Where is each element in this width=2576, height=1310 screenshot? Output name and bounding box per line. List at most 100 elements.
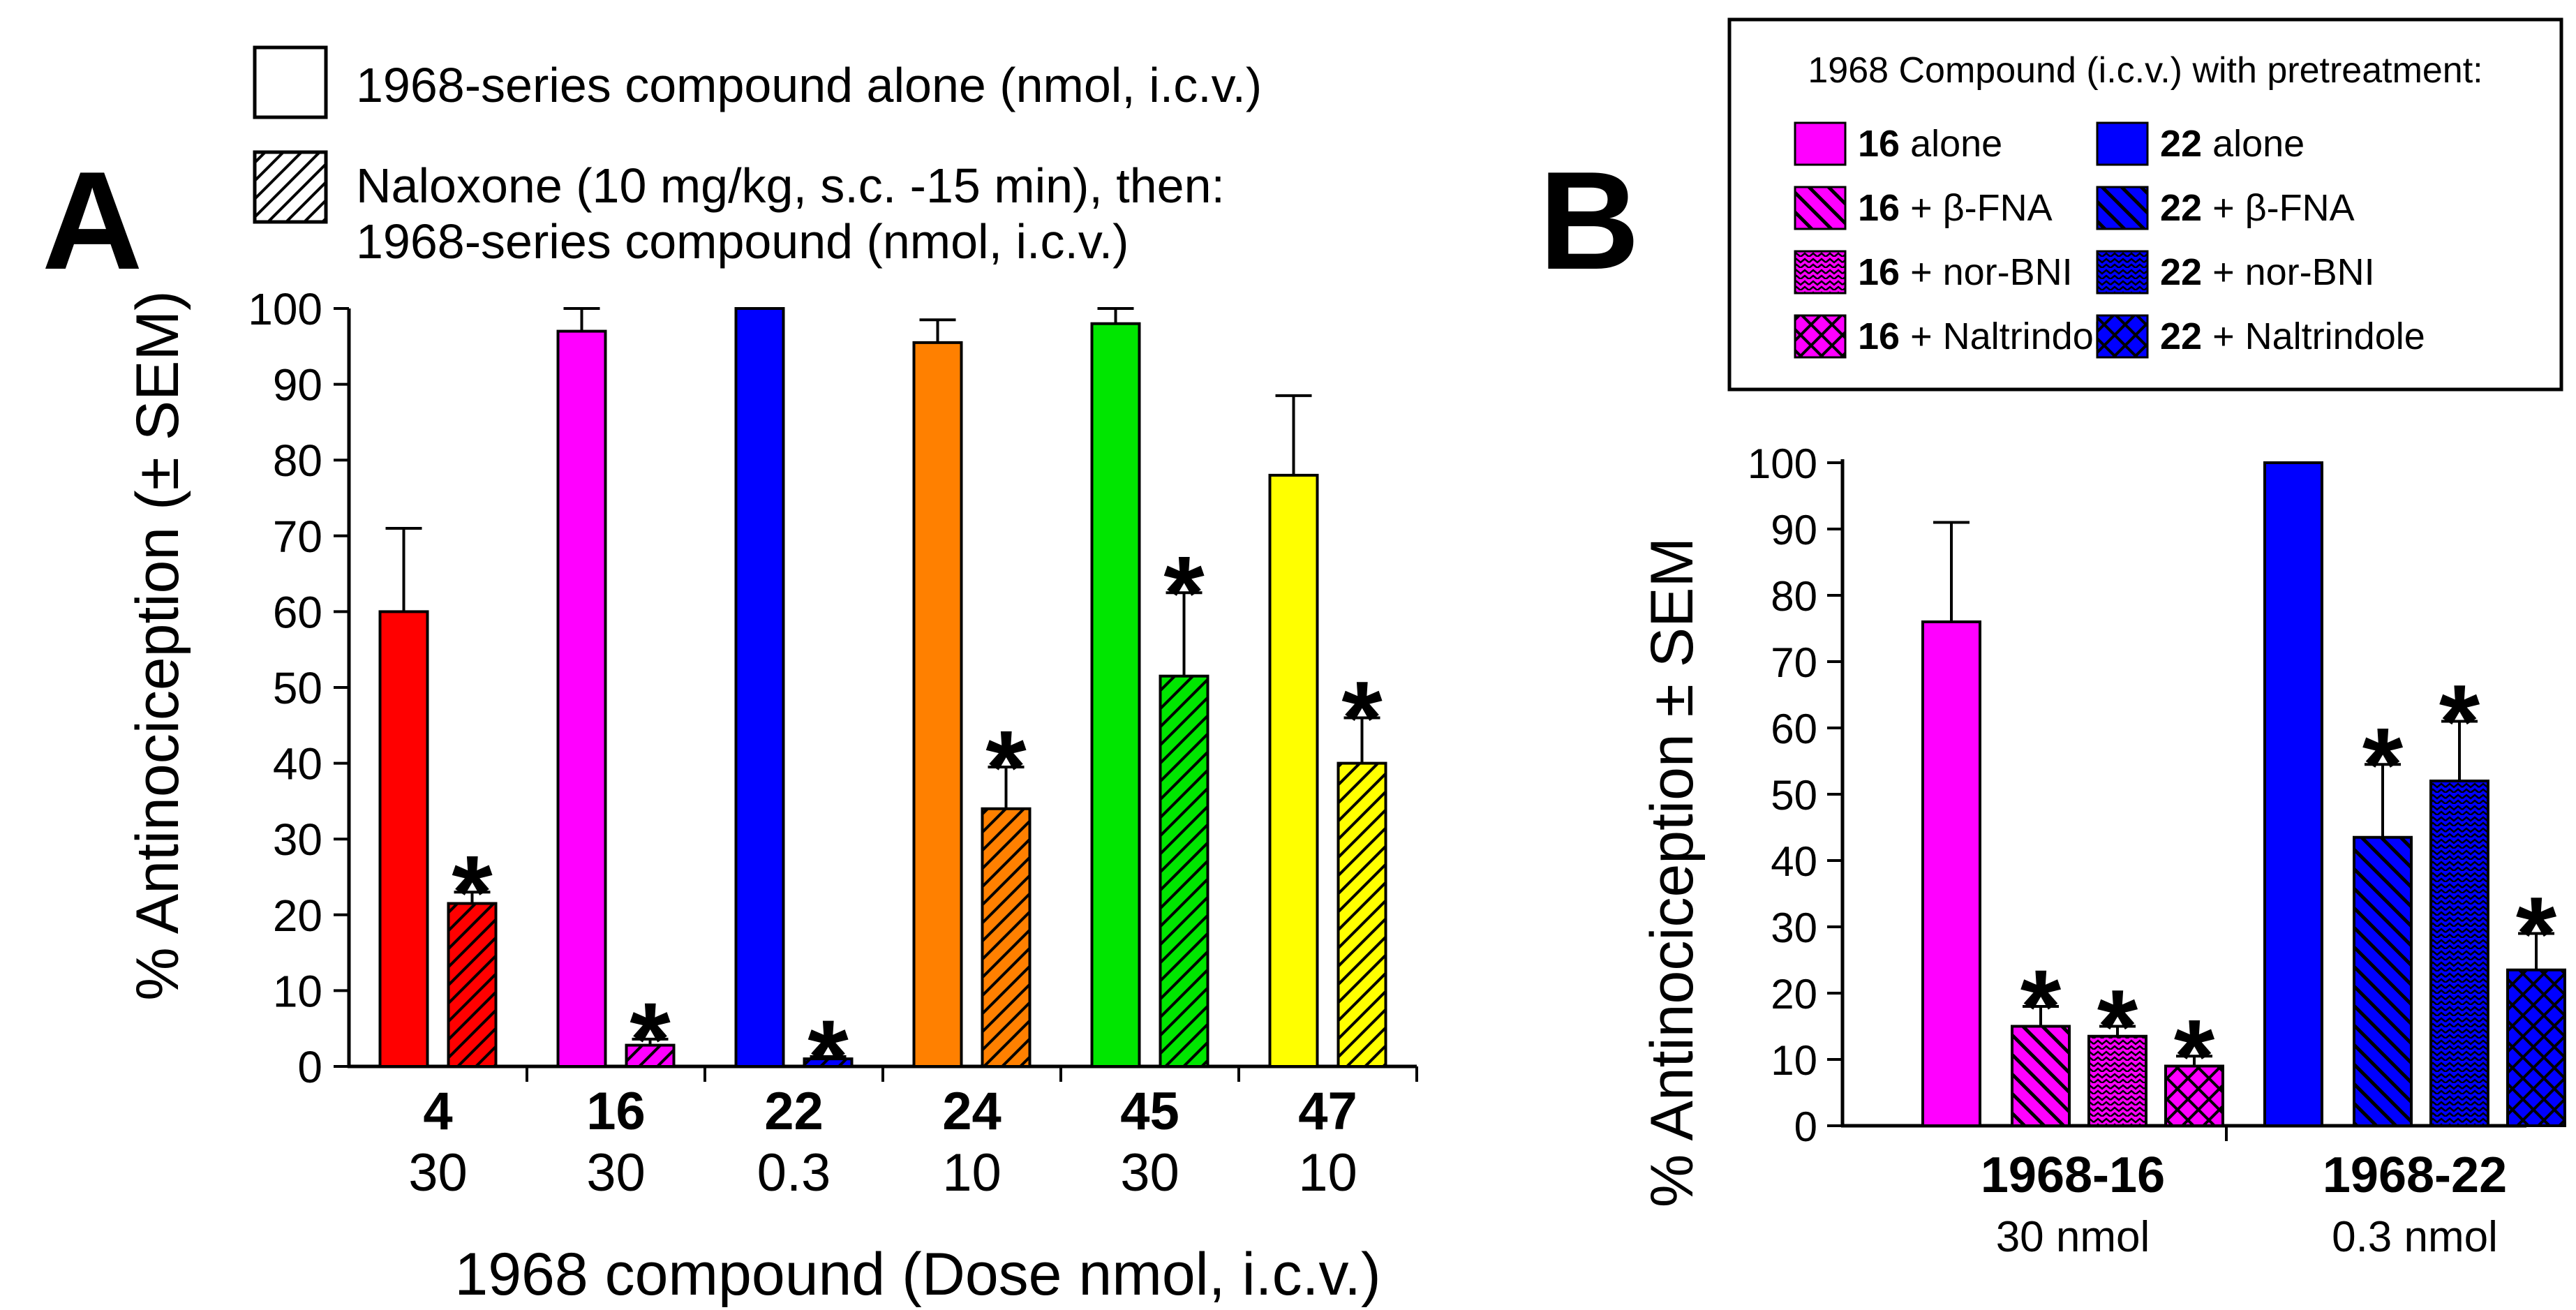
panel-a-compound-label: 16	[586, 1082, 646, 1141]
legend-b-label: 16 + nor-BNI	[1858, 251, 2073, 293]
panel-a-dose-label: 30	[586, 1143, 646, 1203]
legend-b-label: 16 + Naltrindole	[1858, 315, 2123, 357]
panel-a-dose-label: 30	[1120, 1143, 1179, 1203]
panel-b-ytick-label: 20	[1771, 971, 1817, 1018]
legend-b-swatch-pattern	[1795, 251, 1845, 293]
legend-b-label-number: 16	[1858, 187, 1900, 229]
legend-b-swatch-pattern	[2097, 251, 2147, 293]
panel-a-ytick-label: 80	[273, 436, 322, 486]
panel-a-ytick-label: 0	[297, 1042, 322, 1092]
legend-b-label: 16 alone	[1858, 123, 2002, 165]
panel-b-ytick-label: 100	[1748, 440, 1817, 487]
panel-a-bar-naloxone-significance: *	[985, 708, 1027, 826]
panel-a-ytick-label: 40	[273, 739, 322, 789]
panel-a-bar-alone	[1092, 323, 1140, 1067]
panel-b-ytick-label: 80	[1771, 573, 1817, 620]
legend-b-swatch-pattern	[2097, 187, 2147, 229]
panel-a-bar-alone	[558, 331, 606, 1067]
panel-b-bar-wave-significance: *	[2097, 968, 2138, 1085]
panel-a-bar-naloxone-significance: *	[452, 833, 493, 951]
panel-a-dose-label: 0.3	[757, 1143, 831, 1203]
panel-a-bar-alone-outline	[734, 307, 785, 1068]
legend-b-swatch-pattern	[1795, 315, 1845, 357]
panel-a-bar-alone	[1270, 475, 1318, 1066]
panel-b-bar-diag-pattern	[2354, 837, 2411, 1126]
panel-b-bar-diag-significance: *	[2362, 706, 2404, 823]
legend-b-label-treatment: alone	[1900, 123, 2002, 165]
panel-a-bar-naloxone-significance: *	[807, 998, 849, 1115]
panel-a-dose-label: 10	[942, 1143, 1002, 1203]
panel-b-bar-cross-significance: *	[2174, 997, 2215, 1115]
panel-a-bar-naloxone-pattern	[982, 808, 1030, 1066]
legend-a-label-naloxone-2: 1968-series compound (nmol, i.c.v.)	[356, 214, 1129, 269]
legend-b-swatch	[2096, 121, 2149, 166]
panel-a-bar-naloxone-significance: *	[1163, 534, 1205, 651]
panel-b-dose-label: 30 nmol	[1996, 1213, 2150, 1261]
legend-b-label: 22 alone	[2160, 123, 2305, 165]
panel-a-compound-label: 47	[1298, 1082, 1357, 1141]
panel-b-bar-wave-pattern	[2089, 1036, 2146, 1126]
panel-b-ylabel: % Antinociception ± SEM	[1639, 537, 1706, 1207]
legend-a-swatch-alone	[253, 45, 328, 119]
panel-a-bar-alone	[380, 611, 428, 1066]
panel-b-group-label: 1968-22	[2323, 1147, 2507, 1203]
panel-a-dose-label: 10	[1298, 1143, 1357, 1203]
legend-b-label-treatment: + β-FNA	[2202, 187, 2355, 229]
legend-b-label-treatment: alone	[2202, 123, 2305, 165]
panel-b-dose-label: 0.3 nmol	[2332, 1213, 2498, 1261]
panel-b-ytick-label: 40	[1771, 838, 1817, 885]
panel-a-ytick-label: 30	[273, 814, 322, 865]
panel-a-xlabel: 1968 compound (Dose nmol, i.c.v.)	[454, 1241, 1380, 1308]
panel-a-dose-label: 30	[408, 1143, 468, 1203]
panel-a-bar-naloxone-pattern	[804, 1059, 852, 1066]
legend-b-label: 22 + Naltrindole	[2160, 315, 2425, 357]
legend-b-label-number: 22	[2160, 315, 2202, 357]
panel-b-bar-none-outline	[2263, 461, 2323, 1127]
panel-b-ytick-label: 50	[1771, 772, 1817, 819]
legend-b-label-number: 16	[1858, 123, 1900, 165]
panel-b-ytick-label: 10	[1771, 1037, 1817, 1084]
panel-a-bars: * * * * * *	[378, 307, 1387, 1115]
panel-a: A 1968-series compound alone (nmol, i.c.…	[42, 45, 1418, 1308]
legend-a-label-alone: 1968-series compound alone (nmol, i.c.v.…	[356, 58, 1262, 112]
panel-a-compound-label: 22	[764, 1082, 824, 1141]
panel-b-bar-none	[2265, 463, 2322, 1126]
panel-b-ytick-label: 90	[1771, 507, 1817, 553]
panel-a-ytick-label: 50	[273, 663, 322, 713]
panel-a-ytick-label: 90	[273, 360, 322, 410]
panel-a-bar-naloxone-pattern	[1338, 763, 1386, 1066]
panel-a-compound-label: 45	[1120, 1082, 1179, 1141]
panel-a-ylabel: % Antinociception (± SEM)	[124, 290, 191, 1001]
panel-a-bar-naloxone-pattern	[1160, 676, 1208, 1066]
panel-b-letter: B	[1539, 143, 1639, 299]
panel-b-bar-diag-pattern	[2012, 1026, 2069, 1126]
panel-a-axes: 01020304050607080901004301630220.3241045…	[248, 284, 1418, 1203]
panel-b-bar-wave-significance: *	[2439, 663, 2480, 780]
panel-b-bar-none	[1923, 622, 1980, 1126]
panel-a-ytick-label: 70	[273, 512, 322, 562]
panel-b-bars: * * * * * *	[1921, 461, 2566, 1127]
legend-b: 1968 Compound (i.c.v.) with pretreatment…	[1727, 17, 2563, 392]
legend-b-label-treatment: + nor-BNI	[1900, 251, 2073, 293]
panel-b-bar-cross-pattern	[2508, 969, 2565, 1126]
legend-b-label-treatment: + Naltrindole	[2202, 315, 2425, 357]
panel-a-bar-naloxone-significance: *	[630, 981, 671, 1098]
panel-b-bar-wave-pattern	[2431, 781, 2488, 1126]
panel-b-ytick-label: 30	[1771, 905, 1817, 951]
legend-a: 1968-series compound alone (nmol, i.c.v.…	[253, 45, 1262, 269]
panel-b-ytick-label: 60	[1771, 706, 1817, 752]
legend-a-swatch-naloxone	[253, 150, 328, 224]
panel-a-compound-label: 4	[423, 1082, 452, 1141]
legend-b-label-number: 16	[1858, 315, 1900, 357]
panel-b-ytick-label: 0	[1794, 1103, 1817, 1150]
legend-b-label-number: 22	[2160, 251, 2202, 293]
legend-b-label: 22 + nor-BNI	[2160, 251, 2375, 293]
panel-a-letter: A	[42, 143, 142, 299]
legend-b-label: 16 + β-FNA	[1858, 187, 2053, 229]
panel-b-ytick-label: 70	[1771, 639, 1817, 686]
panel-a-ytick-label: 20	[273, 891, 322, 941]
legend-b-label-number: 22	[2160, 187, 2202, 229]
panel-a-ytick-label: 60	[273, 587, 322, 637]
panel-a-compound-label: 24	[942, 1082, 1002, 1141]
